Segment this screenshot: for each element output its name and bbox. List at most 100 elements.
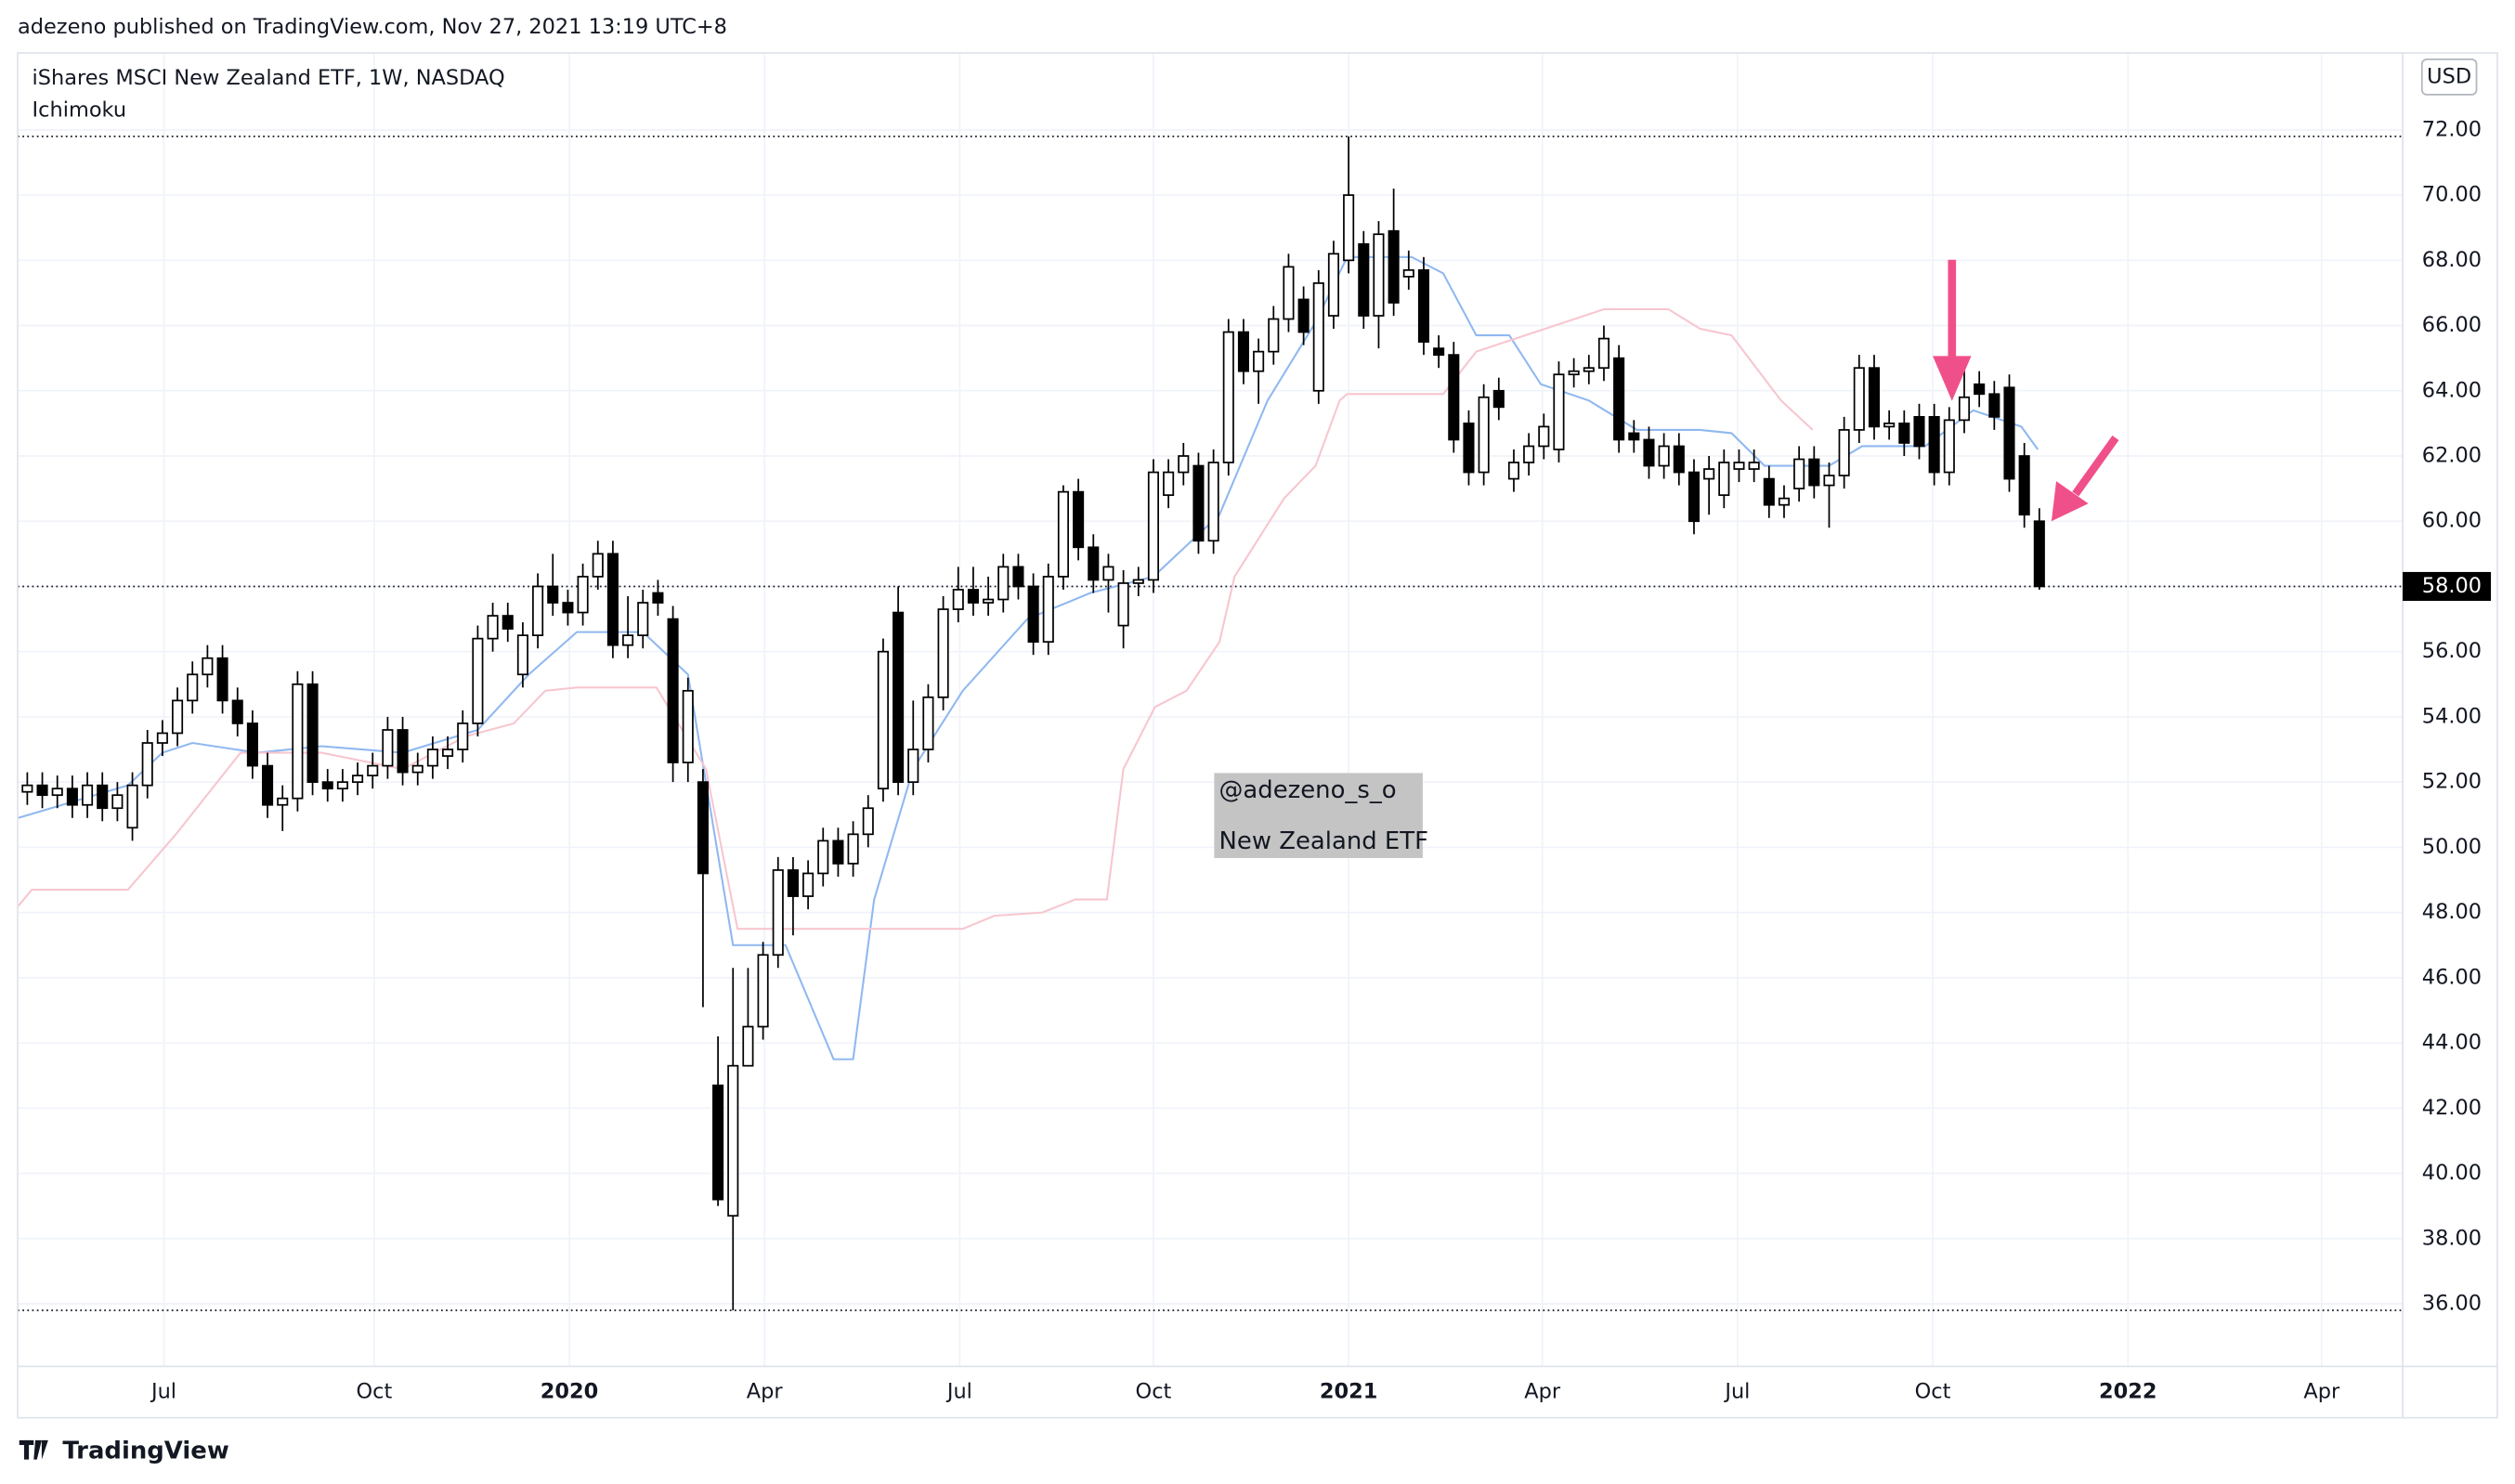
candle-body: [1538, 425, 1550, 448]
candle-body: [126, 784, 138, 829]
candle-body: [1207, 462, 1219, 542]
candle-body: [36, 784, 48, 797]
candle-body: [187, 673, 199, 702]
candle-body: [1327, 253, 1340, 317]
y-tick-label: 56.00: [2422, 639, 2482, 663]
candle-body: [1042, 576, 1054, 644]
candle-body: [51, 788, 63, 797]
indicator-name: Ichimoku: [33, 98, 127, 123]
candle-body: [1613, 357, 1625, 441]
candle-body: [1913, 416, 1925, 448]
x-tick-label: Oct: [1915, 1380, 1951, 1404]
candle-body: [367, 764, 379, 776]
y-tick-label: 36.00: [2422, 1291, 2482, 1315]
x-tick-label: Apr: [747, 1380, 784, 1404]
candle-body: [487, 615, 499, 640]
x-tick-label: Jul: [945, 1380, 972, 1404]
y-tick-label: 38.00: [2422, 1226, 2482, 1250]
candle-body: [1583, 367, 1595, 372]
currency-box[interactable]: [2420, 59, 2478, 96]
candle-body: [1673, 445, 1685, 474]
candle-body: [1178, 455, 1190, 474]
arrow: [1933, 259, 1972, 401]
candle-body: [1988, 393, 2000, 418]
x-tick-label: 2021: [1320, 1380, 1377, 1404]
y-tick-label: 44.00: [2422, 1031, 2482, 1055]
candle-body: [637, 602, 649, 637]
candle-body: [1147, 471, 1159, 581]
y-tick-label: 64.00: [2422, 378, 2482, 402]
y-tick-label: 66.00: [2422, 313, 2482, 337]
candle-body: [516, 634, 528, 676]
candle-body: [1237, 331, 1249, 372]
candle-body: [1507, 462, 1520, 480]
candle-body: [397, 729, 409, 774]
arrow: [2051, 435, 2119, 522]
candle-body: [1943, 419, 1955, 474]
x-tick-label: 2022: [2099, 1380, 2157, 1404]
candle-body: [1417, 268, 1430, 343]
candle-body: [156, 732, 168, 744]
candle-body: [1823, 475, 1835, 487]
candle-body: [1057, 490, 1069, 578]
candle-body: [1268, 318, 1280, 353]
candle-body: [1283, 266, 1295, 320]
candle-body: [2033, 520, 2045, 588]
candle-body: [1748, 462, 1760, 470]
candle-body: [983, 598, 995, 604]
candle-body: [1898, 423, 1910, 444]
candle-body: [952, 589, 964, 610]
candle-body: [336, 781, 348, 790]
x-tick-label: Jul: [150, 1380, 176, 1404]
y-tick-label: 60.00: [2422, 509, 2482, 533]
candle-body: [2003, 386, 2015, 480]
candle-body: [246, 722, 258, 767]
annotation-line: @adezeno_s_o: [1219, 776, 1397, 804]
candle-body: [216, 657, 228, 702]
candle-body: [1358, 242, 1370, 317]
annotation-box: [1214, 773, 1423, 858]
candle-body: [262, 764, 274, 806]
candle-body: [97, 784, 109, 810]
candle-body: [1312, 282, 1324, 392]
logo-mark[interactable]: [19, 1439, 48, 1460]
candle-body: [1883, 423, 1896, 428]
candle-body: [306, 683, 319, 784]
y-tick-label: 40.00: [2422, 1161, 2482, 1185]
arrow-head: [2051, 481, 2089, 522]
candle-body: [817, 840, 829, 875]
marks-layer: [17, 136, 2045, 1311]
candle-body: [1492, 389, 1505, 409]
candle-body: [1868, 367, 1881, 428]
candle-body: [1478, 396, 1490, 474]
candle-body: [727, 1064, 739, 1217]
candle-body: [352, 775, 364, 784]
candle-body: [562, 602, 574, 614]
x-tick-label: Oct: [356, 1380, 392, 1404]
logo-text[interactable]: TradingView: [62, 1437, 228, 1464]
candle-body: [111, 794, 124, 810]
y-tick-label: 46.00: [2422, 965, 2482, 989]
x-tick-label: Apr: [1524, 1380, 1561, 1404]
candle-body: [472, 637, 484, 724]
candle-body: [1297, 298, 1310, 333]
candle-body: [1163, 471, 1175, 497]
annotation-line: New Zealand ETF: [1219, 827, 1428, 855]
candle-body: [141, 742, 153, 787]
candle-body: [321, 781, 333, 790]
candle-body: [1553, 373, 1565, 450]
candle-body: [1853, 367, 1865, 431]
candle-body: [231, 699, 243, 724]
logo[interactable]: TradingView: [19, 1437, 229, 1464]
candle-body: [1628, 432, 1640, 441]
currency[interactable]: USD: [2427, 64, 2471, 88]
candle-body: [457, 722, 469, 750]
arrow-head: [1933, 356, 1972, 401]
candle-body: [277, 797, 289, 806]
candle-body: [1974, 383, 1986, 396]
candle-body: [21, 784, 33, 793]
candle-body: [1733, 462, 1745, 470]
candle-body: [442, 749, 454, 757]
